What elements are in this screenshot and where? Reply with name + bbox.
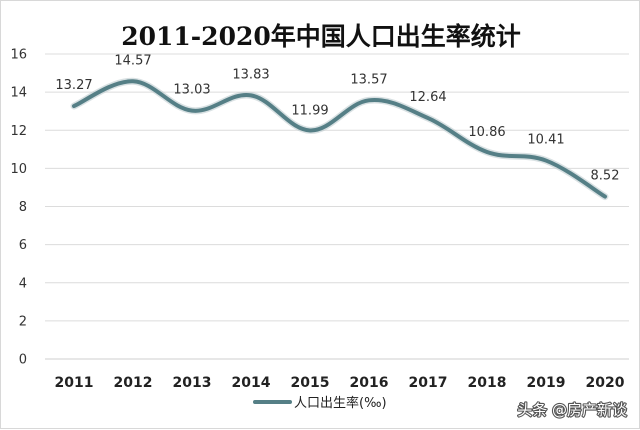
legend-label: 人口出生率(‰) [294, 395, 387, 411]
series-line [72, 79, 607, 199]
data-label-2014: 13.83 [232, 67, 269, 82]
series-line-shadow [70, 77, 609, 201]
x-tick-label-2016: 2016 [350, 375, 389, 391]
data-label-2016: 13.57 [350, 72, 387, 87]
data-label-2012: 14.57 [114, 53, 151, 68]
data-label-2013: 13.03 [173, 83, 210, 98]
watermark-text: 头条 @房产新谈 [517, 401, 627, 419]
y-tick-label-2: 2 [19, 314, 27, 329]
data-labels: 13.27 14.57 13.03 13.83 11.99 13.57 12.64 10.86… [55, 53, 619, 183]
y-tick-label-14: 14 [10, 86, 27, 101]
y-tick-label-10: 10 [10, 162, 27, 177]
data-label-2015: 11.99 [291, 103, 328, 118]
x-tick-label-2017: 2017 [409, 375, 448, 391]
data-label-2020: 8.52 [591, 169, 620, 184]
chart-title: 2011-2020年中国人口出生率统计 [121, 22, 521, 51]
y-tick-label-0: 0 [19, 353, 27, 368]
y-axis-ticks: 0 2 4 6 8 10 12 14 16 [10, 48, 27, 368]
data-label-2011: 13.27 [55, 78, 92, 93]
x-axis-ticks: 2011 2012 2013 2014 2015 2016 2017 2018 2019 2020 [55, 375, 625, 391]
y-tick-label-6: 6 [19, 238, 27, 253]
y-tick-label-4: 4 [19, 276, 27, 291]
x-tick-label-2019: 2019 [527, 375, 566, 391]
series-rate [70, 77, 609, 201]
x-tick-label-2014: 2014 [232, 375, 271, 391]
data-label-2017: 12.64 [409, 90, 446, 105]
data-label-2018: 10.86 [468, 125, 505, 140]
x-tick-label-2015: 2015 [291, 375, 330, 391]
watermark: 头条 @房产新谈 [516, 400, 628, 420]
x-tick-label-2020: 2020 [586, 375, 625, 391]
x-tick-label-2012: 2012 [114, 375, 153, 391]
data-label-2019: 10.41 [527, 133, 564, 148]
gridlines [45, 53, 629, 360]
y-tick-label-12: 12 [10, 124, 27, 139]
x-tick-label-2013: 2013 [173, 375, 212, 391]
legend: 人口出生率(‰) [253, 395, 387, 411]
x-tick-label-2018: 2018 [468, 375, 507, 391]
x-tick-label-2011: 2011 [55, 375, 94, 391]
y-tick-label-8: 8 [19, 200, 27, 215]
y-tick-label-16: 16 [10, 48, 27, 63]
